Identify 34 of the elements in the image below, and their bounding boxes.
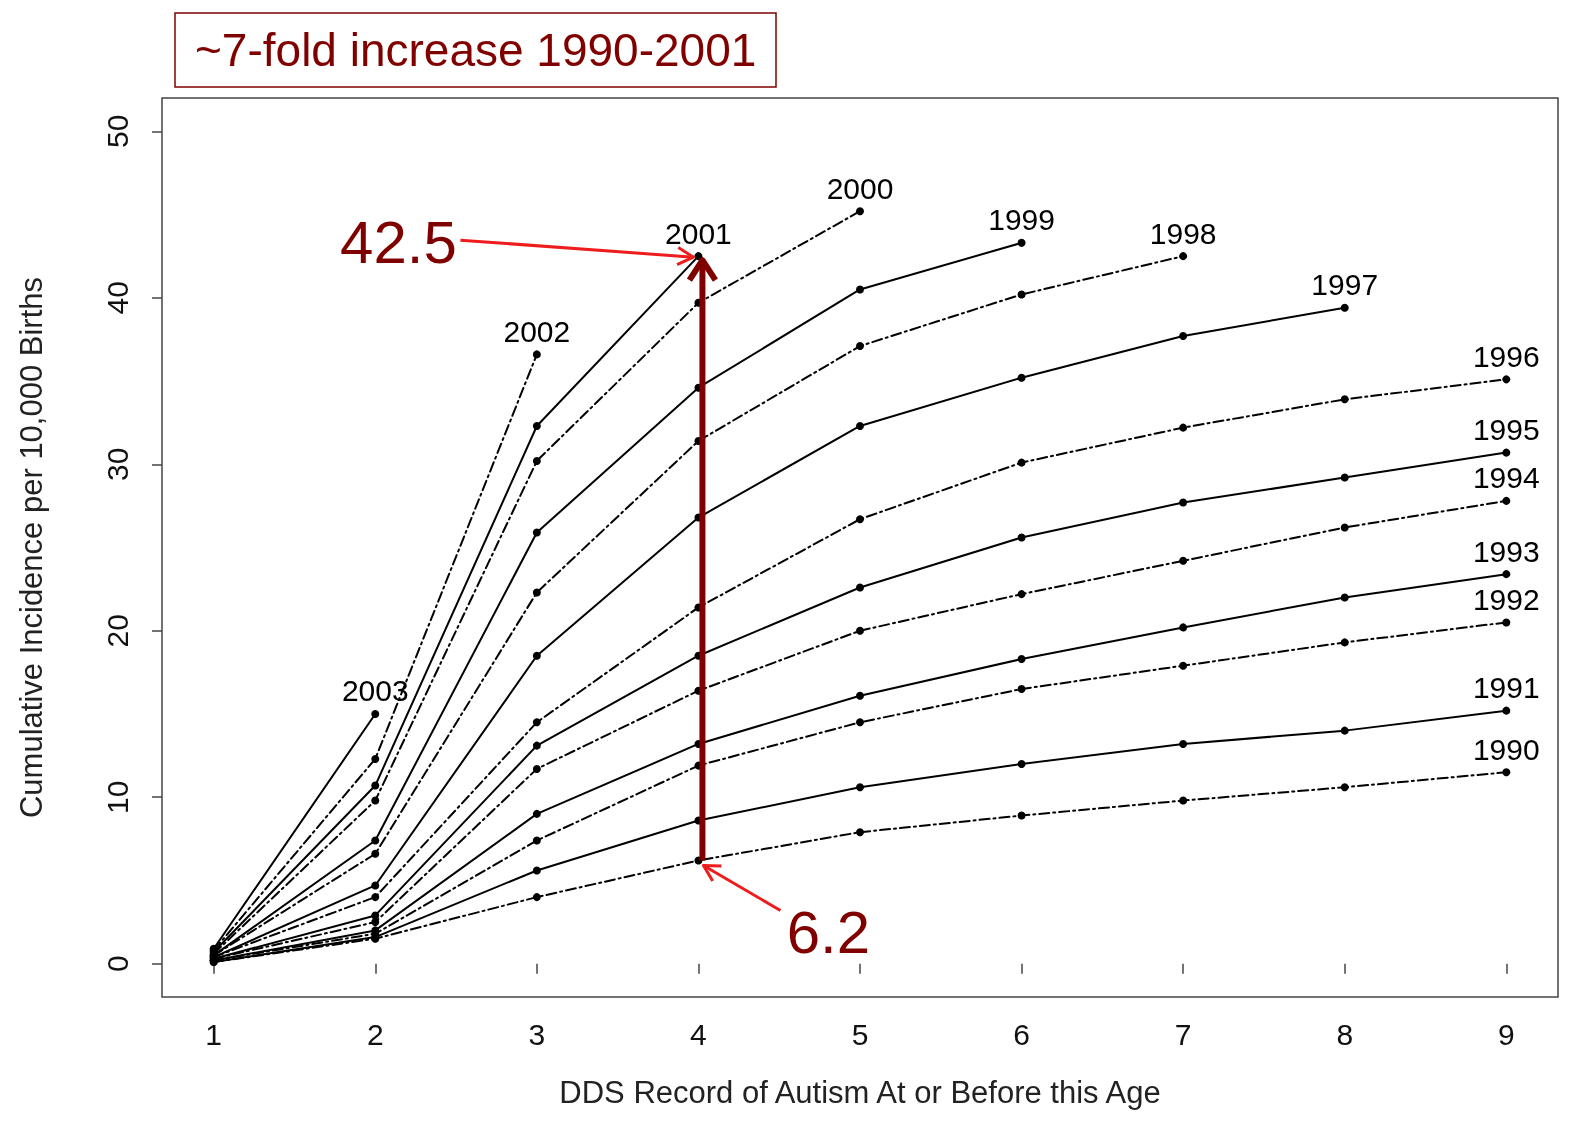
- chart-title: ~7-fold increase 1990-2001: [195, 24, 757, 76]
- series-label: 1993: [1472, 534, 1540, 568]
- x-tick-label: 3: [528, 1017, 546, 1051]
- series-label: 1999: [988, 203, 1055, 237]
- y-tick-label: 10: [100, 780, 134, 814]
- series-label: 2003: [341, 674, 409, 708]
- series-label: 2000: [826, 171, 894, 205]
- series-label: 2002: [503, 314, 571, 348]
- annotation: 6.2: [786, 898, 871, 966]
- x-tick-label: 2: [366, 1017, 384, 1051]
- series-label: 1997: [1311, 268, 1379, 302]
- series-label: 1996: [1472, 339, 1540, 373]
- x-tick-label: 5: [851, 1017, 869, 1051]
- annotation: 42.5: [340, 208, 457, 276]
- y-tick-label: 30: [100, 447, 134, 481]
- y-tick-label: 20: [100, 614, 134, 648]
- x-tick-label: 7: [1174, 1017, 1192, 1051]
- x-tick-label: 4: [690, 1017, 707, 1051]
- series-label: 1994: [1472, 461, 1540, 495]
- y-tick-label: 0: [100, 955, 134, 973]
- x-tick-label: 9: [1497, 1017, 1515, 1051]
- x-tick-label: 8: [1336, 1017, 1354, 1051]
- x-tick-label: 1: [205, 1017, 223, 1051]
- x-axis-title: DDS Record of Autism At or Before this Age: [559, 1075, 1161, 1110]
- y-tick-label: 50: [100, 114, 134, 148]
- y-tick-label: 40: [100, 281, 134, 315]
- series-label: 1991: [1472, 671, 1540, 705]
- x-tick-label: 6: [1013, 1017, 1030, 1051]
- series-label: 1995: [1472, 413, 1540, 447]
- series-label: 1998: [1149, 216, 1217, 250]
- series-label: 2001: [665, 216, 732, 250]
- series-label: 1990: [1472, 732, 1540, 766]
- y-axis-title: Cumulative Incidence per 10,000 Births: [14, 276, 49, 819]
- series-label: 1992: [1472, 582, 1540, 616]
